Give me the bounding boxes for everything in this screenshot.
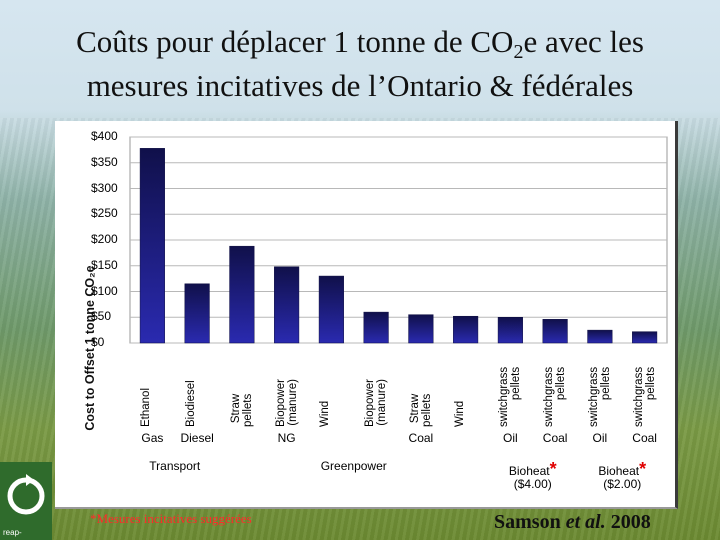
chart-panel: Cost to Offset 1 tonne CO₂e $0 $50 $100 $15… — [55, 121, 678, 509]
x-tick-label: Straw pellets — [229, 393, 254, 427]
logo-text: reap- — [3, 528, 22, 537]
fuel-group-label: Coal — [408, 431, 434, 445]
bar — [363, 311, 389, 344]
slide-title-line-2: mesures incitatives de l’Ontario & fédér… — [86, 68, 634, 103]
x-tick-label: Biopower (manure) — [274, 379, 299, 427]
incentive-star: * — [639, 459, 647, 479]
bar — [453, 315, 479, 344]
fuel-group-label: Coal — [632, 431, 657, 445]
sector-group-label: Bioheat* — [508, 459, 557, 479]
fuel-group-label: Diesel — [180, 431, 214, 445]
y-tick-label: $200 — [91, 232, 118, 246]
x-tick-label: Wind — [453, 400, 466, 427]
x-tick-label: switchgrass pellets — [632, 366, 657, 427]
sector-group-label: Greenpower — [320, 459, 387, 473]
y-tick-label: $150 — [91, 257, 118, 272]
bar — [229, 245, 255, 344]
y-tick-label: $100 — [91, 283, 118, 298]
y-tick-label: $250 — [91, 206, 118, 221]
bar — [318, 275, 344, 344]
bar — [274, 266, 300, 344]
bar — [184, 283, 210, 344]
sector-note: ($4.00) — [513, 477, 552, 491]
y-tick-label: $400 — [91, 129, 118, 143]
bar-chart — [129, 136, 668, 344]
source-credit: Samson et al. 2008 — [494, 511, 651, 533]
bar — [587, 329, 613, 344]
x-tick-label: Straw pellets — [408, 393, 433, 427]
recycle-arrows-icon — [7, 474, 45, 515]
incentive-star: * — [549, 459, 557, 479]
fuel-group-label: NG — [277, 431, 296, 445]
bar — [542, 319, 568, 344]
y-tick-label: $350 — [91, 154, 118, 169]
fuel-group-label: Oil — [503, 431, 518, 445]
sector-group-label: Bioheat* — [598, 459, 647, 479]
sector-group-label: Transport — [149, 459, 201, 473]
x-tick-label: switchgrass pellets — [498, 366, 523, 427]
x-tick-label: switchgrass pellets — [543, 366, 568, 427]
x-tick-label: switchgrass pellets — [587, 366, 612, 427]
y-tick-label: $300 — [91, 180, 118, 195]
bar — [497, 317, 523, 344]
x-tick-label: Wind — [319, 400, 332, 427]
bar — [632, 331, 658, 344]
fuel-group-label: Gas — [141, 431, 164, 445]
fuel-group-label: Oil — [592, 431, 608, 445]
bar — [408, 314, 434, 344]
fuel-group-label: Coal — [542, 431, 568, 445]
y-tick-label: $50 — [91, 309, 112, 324]
slide-title-line-1: Coûts pour déplacer 1 tonne de CO2e avec… — [76, 24, 644, 63]
bar — [139, 148, 165, 344]
x-tick-label: Ethanol — [140, 387, 153, 427]
x-tick-label: Biopower (manure) — [364, 379, 389, 427]
footnote: *Mesures incitatives suggérées — [90, 511, 252, 526]
organization-logo — [0, 462, 52, 540]
x-tick-label: Biodiesel — [185, 380, 198, 427]
y-tick-label: $0 — [91, 335, 105, 349]
sector-note: ($2.00) — [603, 477, 642, 491]
